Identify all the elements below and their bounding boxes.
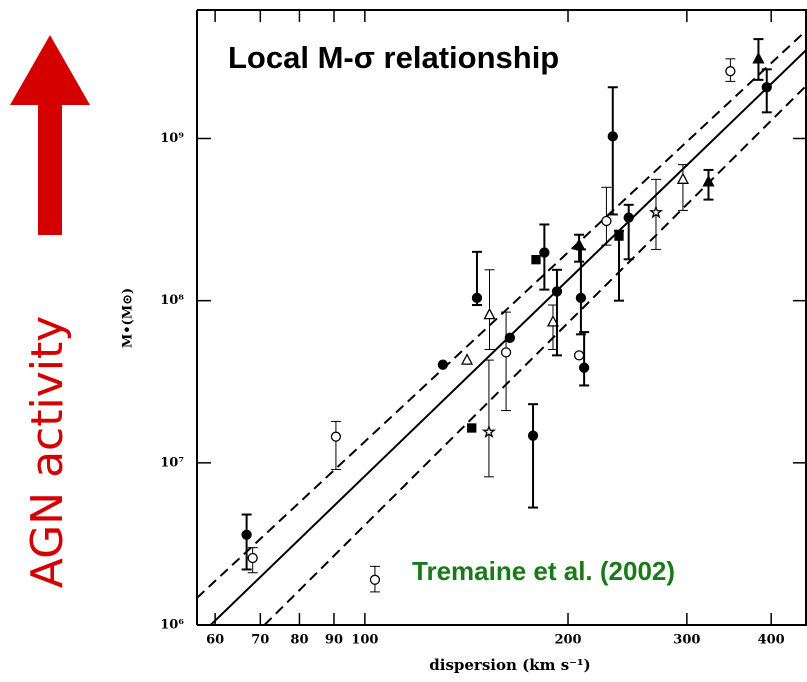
error-bar <box>483 359 494 478</box>
data-point <box>614 231 624 241</box>
y-axis-label: M•(M⊙) <box>121 288 136 348</box>
y-tick-label: 10⁸ <box>160 293 184 308</box>
data-point <box>481 424 497 439</box>
data-point <box>460 353 474 365</box>
y-tick-label: 10⁷ <box>160 455 184 470</box>
x-axis-label: dispersion (km s⁻¹) <box>429 656 590 674</box>
error-bar <box>501 311 512 412</box>
plot-area <box>197 29 807 625</box>
x-tick-label: 60 <box>206 633 224 648</box>
data-point <box>527 430 539 441</box>
error-bar <box>330 420 341 470</box>
data-point <box>247 552 258 564</box>
error-bar <box>677 164 688 211</box>
data-point <box>752 51 765 64</box>
data-point <box>241 529 252 540</box>
data-point <box>471 292 483 304</box>
x-tick-label: 100 <box>351 633 378 648</box>
x-tick-label: 80 <box>290 633 308 648</box>
x-tick-label: 90 <box>325 633 343 648</box>
y-tick-label: 10⁹ <box>160 131 184 146</box>
error-bar <box>528 403 539 509</box>
data-point <box>483 307 496 320</box>
data-point <box>546 314 560 327</box>
data-point <box>551 286 563 297</box>
x-tick-label: 70 <box>251 633 269 648</box>
fit-line <box>263 84 807 625</box>
data-point <box>607 131 618 142</box>
error-bar <box>607 86 618 216</box>
error-bar <box>614 229 625 302</box>
data-point <box>369 574 381 585</box>
data-point <box>702 175 715 187</box>
fit-line <box>209 48 807 625</box>
data-point <box>648 204 664 219</box>
fit-line <box>197 29 807 599</box>
data-point <box>601 215 612 227</box>
data-point <box>437 359 449 370</box>
annotation: Tremaine et al. (2002) <box>412 556 675 586</box>
data-point <box>500 347 512 358</box>
data-point <box>573 350 585 361</box>
data-point <box>578 362 590 373</box>
data-point <box>531 255 541 265</box>
error-bar <box>241 513 252 571</box>
error-bar <box>551 268 562 357</box>
data-point <box>761 82 772 93</box>
error-bar <box>579 331 590 387</box>
side-label: AGN activity <box>22 316 73 589</box>
activity-arrow <box>10 35 90 235</box>
data-point <box>467 423 477 433</box>
x-tick-label: 200 <box>554 633 581 648</box>
data-point <box>575 292 587 304</box>
data-point <box>504 332 516 343</box>
x-tick-label: 400 <box>758 633 785 648</box>
data-point <box>330 431 342 442</box>
x-tick-label: 300 <box>673 633 700 648</box>
data-point <box>725 66 736 77</box>
data-point <box>676 172 690 184</box>
chart-title: Local M-σ relationship <box>228 40 559 75</box>
data-point <box>623 212 634 223</box>
y-tick-label: 10⁶ <box>160 618 184 633</box>
data-point <box>539 247 550 258</box>
